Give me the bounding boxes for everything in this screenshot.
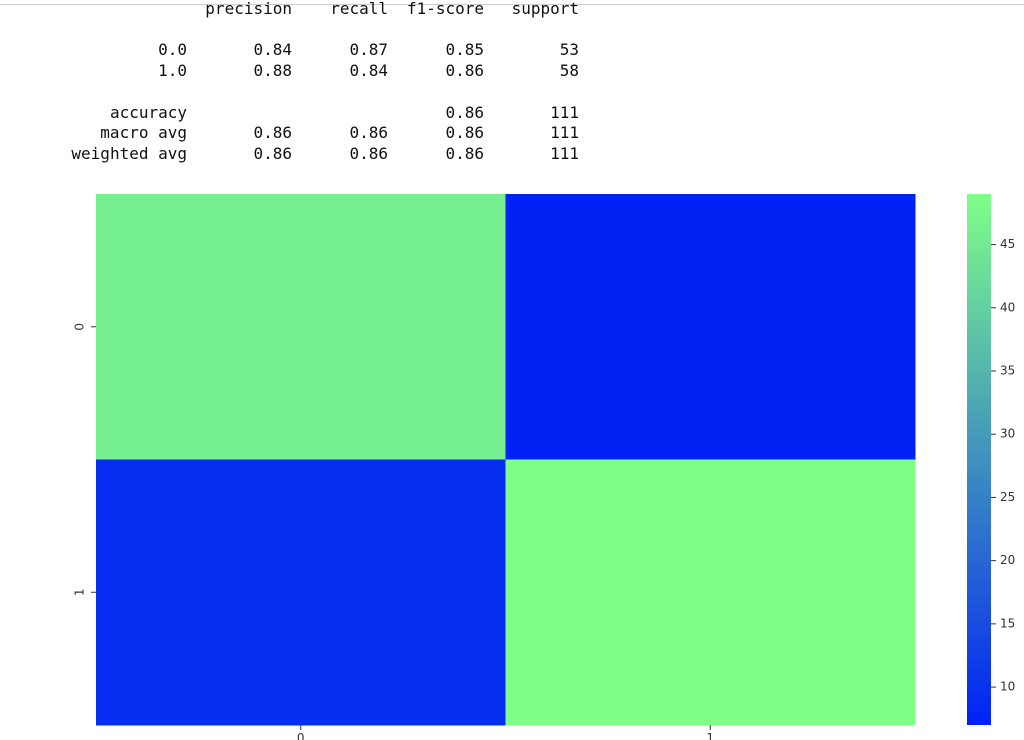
colorbar-tick-label: 30 xyxy=(1000,427,1015,441)
report-text: precision xyxy=(205,0,292,18)
report-text: 58 xyxy=(559,61,579,80)
y-tick-label: 1 xyxy=(73,588,87,596)
colorbar-tick-label: 20 xyxy=(1000,553,1015,567)
colorbar xyxy=(967,194,991,725)
x-tick-label: 0 xyxy=(297,731,305,740)
report-text: 0.87 xyxy=(349,40,388,59)
report-text: accuracy xyxy=(109,103,187,122)
report-text: 0.86 xyxy=(445,144,484,163)
report-text: 0.86 xyxy=(253,123,292,142)
report-text: support xyxy=(511,0,579,18)
report-text: 111 xyxy=(550,103,579,122)
report-text: 0.86 xyxy=(349,144,388,163)
report-text: 0.84 xyxy=(253,40,292,59)
heatmap-cell xyxy=(96,194,506,460)
report-text: 0.86 xyxy=(445,103,484,122)
report-text: 0.84 xyxy=(349,61,388,80)
heatmap-cell xyxy=(505,194,916,460)
colorbar-tick-label: 35 xyxy=(1000,364,1015,378)
report-text: 0.85 xyxy=(445,40,484,59)
heatmap-cell xyxy=(505,459,916,726)
report-text: 111 xyxy=(550,123,579,142)
report-text: 1.0 xyxy=(158,61,187,80)
report-text: 53 xyxy=(559,40,579,59)
colorbar-tick-label: 40 xyxy=(1000,300,1015,314)
y-tick-label: 0 xyxy=(73,323,87,331)
x-tick-label: 1 xyxy=(706,731,714,740)
report-text: weighted avg xyxy=(71,144,187,163)
report-text: 0.0 xyxy=(158,40,187,59)
report-text: f1-score xyxy=(406,0,484,18)
report-text: 0.86 xyxy=(253,144,292,163)
report-text: 0.86 xyxy=(445,61,484,80)
cell-border xyxy=(0,0,1024,5)
colorbar-tick-label: 10 xyxy=(1000,680,1015,694)
colorbar-tick-label: 45 xyxy=(1000,237,1015,251)
heatmap-cell xyxy=(96,459,506,726)
report-text: macro avg xyxy=(100,123,187,142)
report-text: 0.86 xyxy=(445,123,484,142)
report-text: recall xyxy=(330,0,388,18)
colorbar-tick-label: 25 xyxy=(1000,490,1015,504)
report-text: 111 xyxy=(550,144,579,163)
report-text: 0.88 xyxy=(253,61,292,80)
classification-report: precision recall f1-score support 0.0 0.84 0.8… xyxy=(0,0,1024,180)
colorbar-tick-label: 15 xyxy=(1000,616,1015,630)
report-text: 0.86 xyxy=(349,123,388,142)
